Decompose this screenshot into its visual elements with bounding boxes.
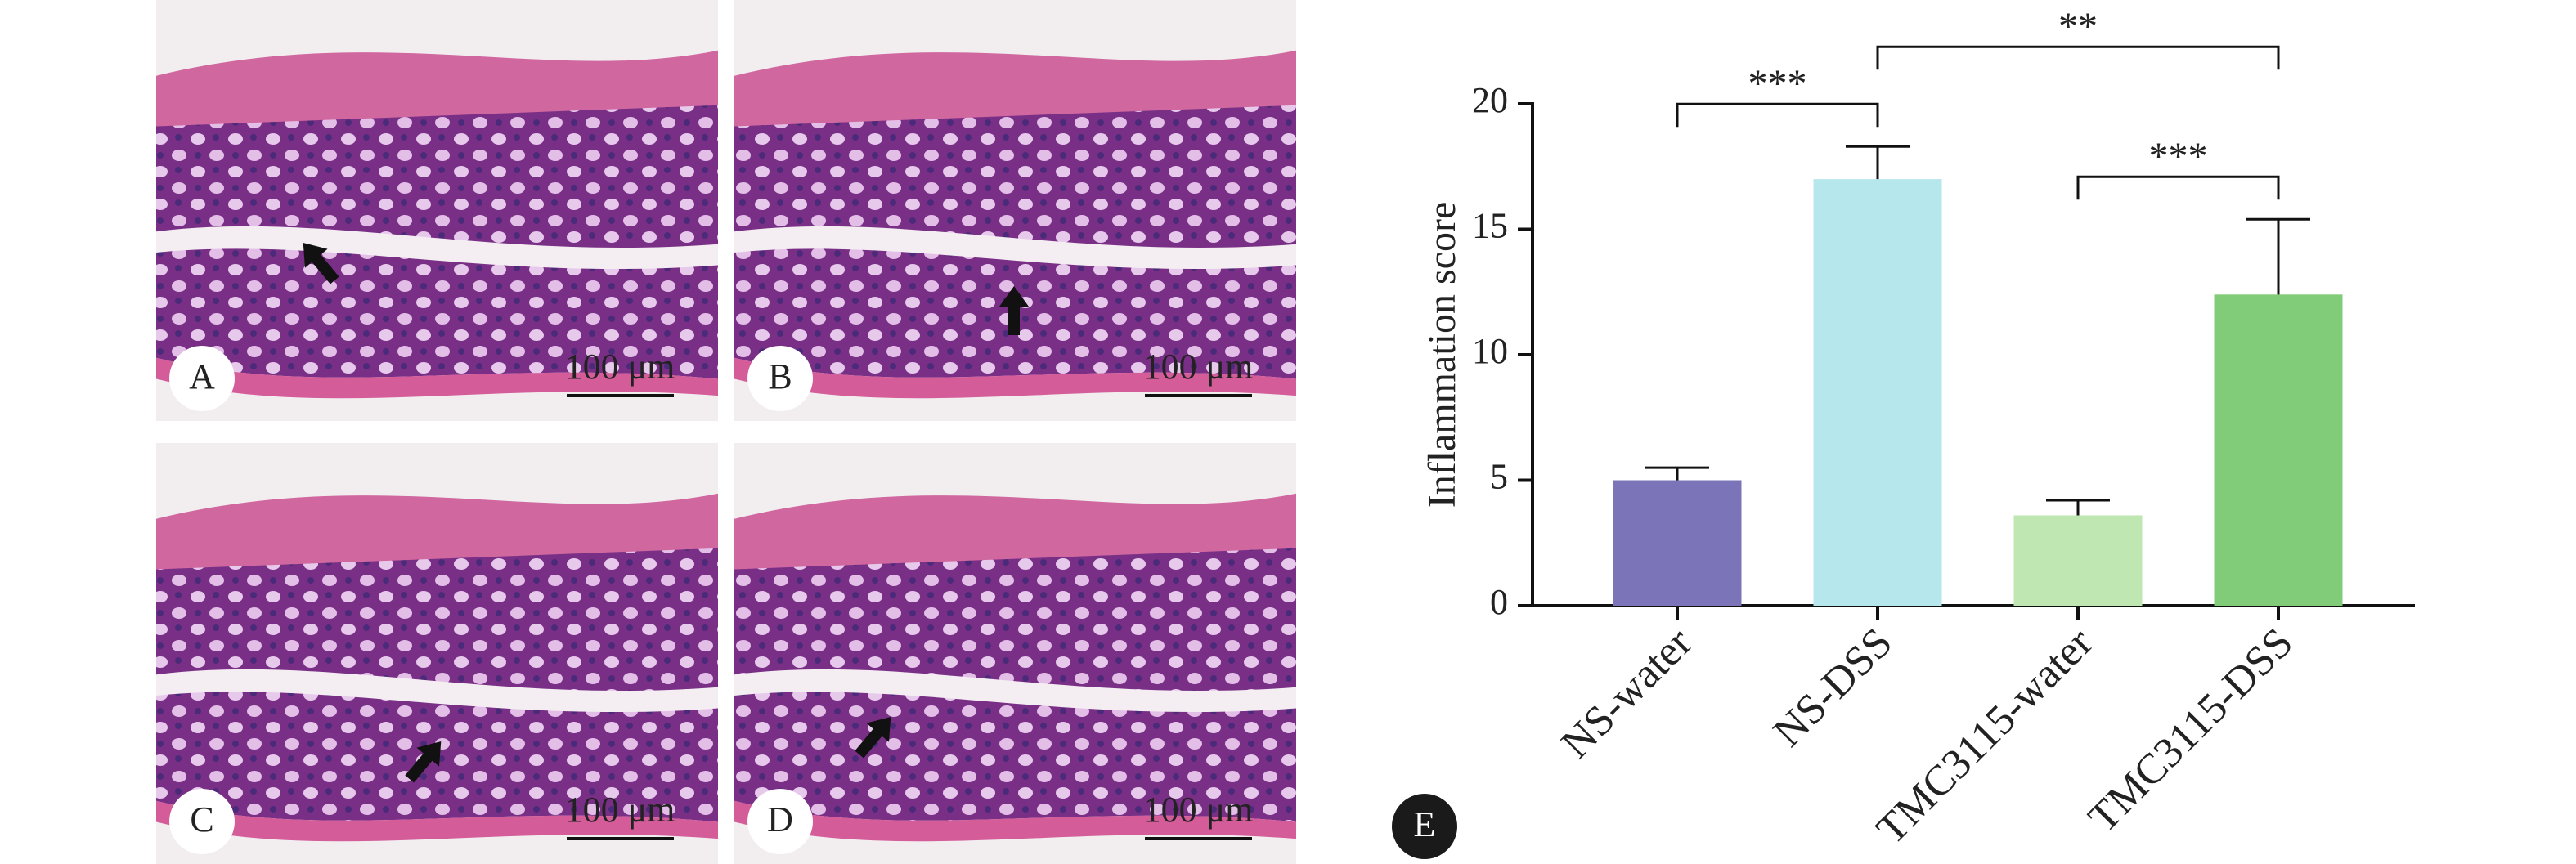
lumen	[156, 669, 718, 713]
panel-label-badge	[1392, 794, 1457, 859]
tissue-serosa	[156, 357, 718, 399]
tissue-serosa	[734, 357, 1296, 399]
panel-label: A	[189, 356, 215, 396]
x-tick-label: NS-water	[1553, 620, 1701, 768]
significance-label: ***	[2149, 135, 2208, 178]
scale-bar-label: 100 μm	[565, 347, 675, 387]
y-tick-label: 5	[1490, 457, 1508, 497]
panel: C 100 μm	[156, 443, 718, 864]
x-tick-label: NS-DSS	[1765, 620, 1901, 756]
panel-label-badge	[747, 346, 813, 411]
arrow	[405, 741, 442, 783]
arrow	[855, 717, 891, 759]
significance-label: ***	[1748, 62, 1807, 105]
panel-label: E	[1414, 804, 1436, 844]
panel: D 100 μm	[734, 443, 1296, 864]
panel-label: D	[767, 799, 793, 839]
significance-label: **	[2058, 5, 2098, 48]
tissue-serosa	[156, 800, 718, 842]
panel-label: B	[768, 356, 792, 396]
scale-bar-label: 100 μm	[565, 790, 675, 830]
panel-label-badge	[169, 789, 235, 854]
bar	[1813, 179, 1942, 607]
significance-bracket	[1876, 45, 2280, 70]
bar	[2214, 294, 2343, 606]
arrow	[999, 286, 1029, 335]
bar-chart: 0 5 10 15 20 Inflammation score NS-water NS-DSS…	[1392, 5, 2415, 859]
panel-label: C	[190, 799, 213, 839]
scale-bar-label: 100 μm	[1143, 790, 1254, 830]
lumen	[734, 669, 1296, 713]
scale-bar-label: 100 μm	[1143, 347, 1254, 387]
panel: B 100 μm	[734, 0, 1296, 421]
y-tick-label: 0	[1490, 582, 1508, 622]
significance-bracket	[2076, 175, 2280, 200]
bar	[1613, 480, 1742, 606]
x-tick-label: TMC3115-DSS	[2080, 620, 2302, 842]
y-tick-label: 20	[1472, 80, 1508, 120]
significance-bracket	[1676, 102, 1879, 128]
bar	[2013, 515, 2143, 606]
x-tick-label: TMC3115-water	[1868, 620, 2102, 853]
y-tick-label: 10	[1472, 331, 1508, 371]
y-tick-label: 15	[1472, 206, 1508, 246]
panel-label-badge	[747, 789, 813, 854]
histology-panels: A 100 μm B 100 μm C 100 μm D 100 μm	[156, 0, 1296, 864]
tissue-serosa	[734, 800, 1296, 842]
y-axis-title: Inflammation score	[1420, 202, 1464, 508]
arrow	[303, 243, 339, 284]
lumen	[734, 226, 1296, 270]
lumen	[156, 226, 718, 270]
panel-label-badge	[169, 346, 235, 411]
panel: A 100 μm	[156, 0, 718, 421]
